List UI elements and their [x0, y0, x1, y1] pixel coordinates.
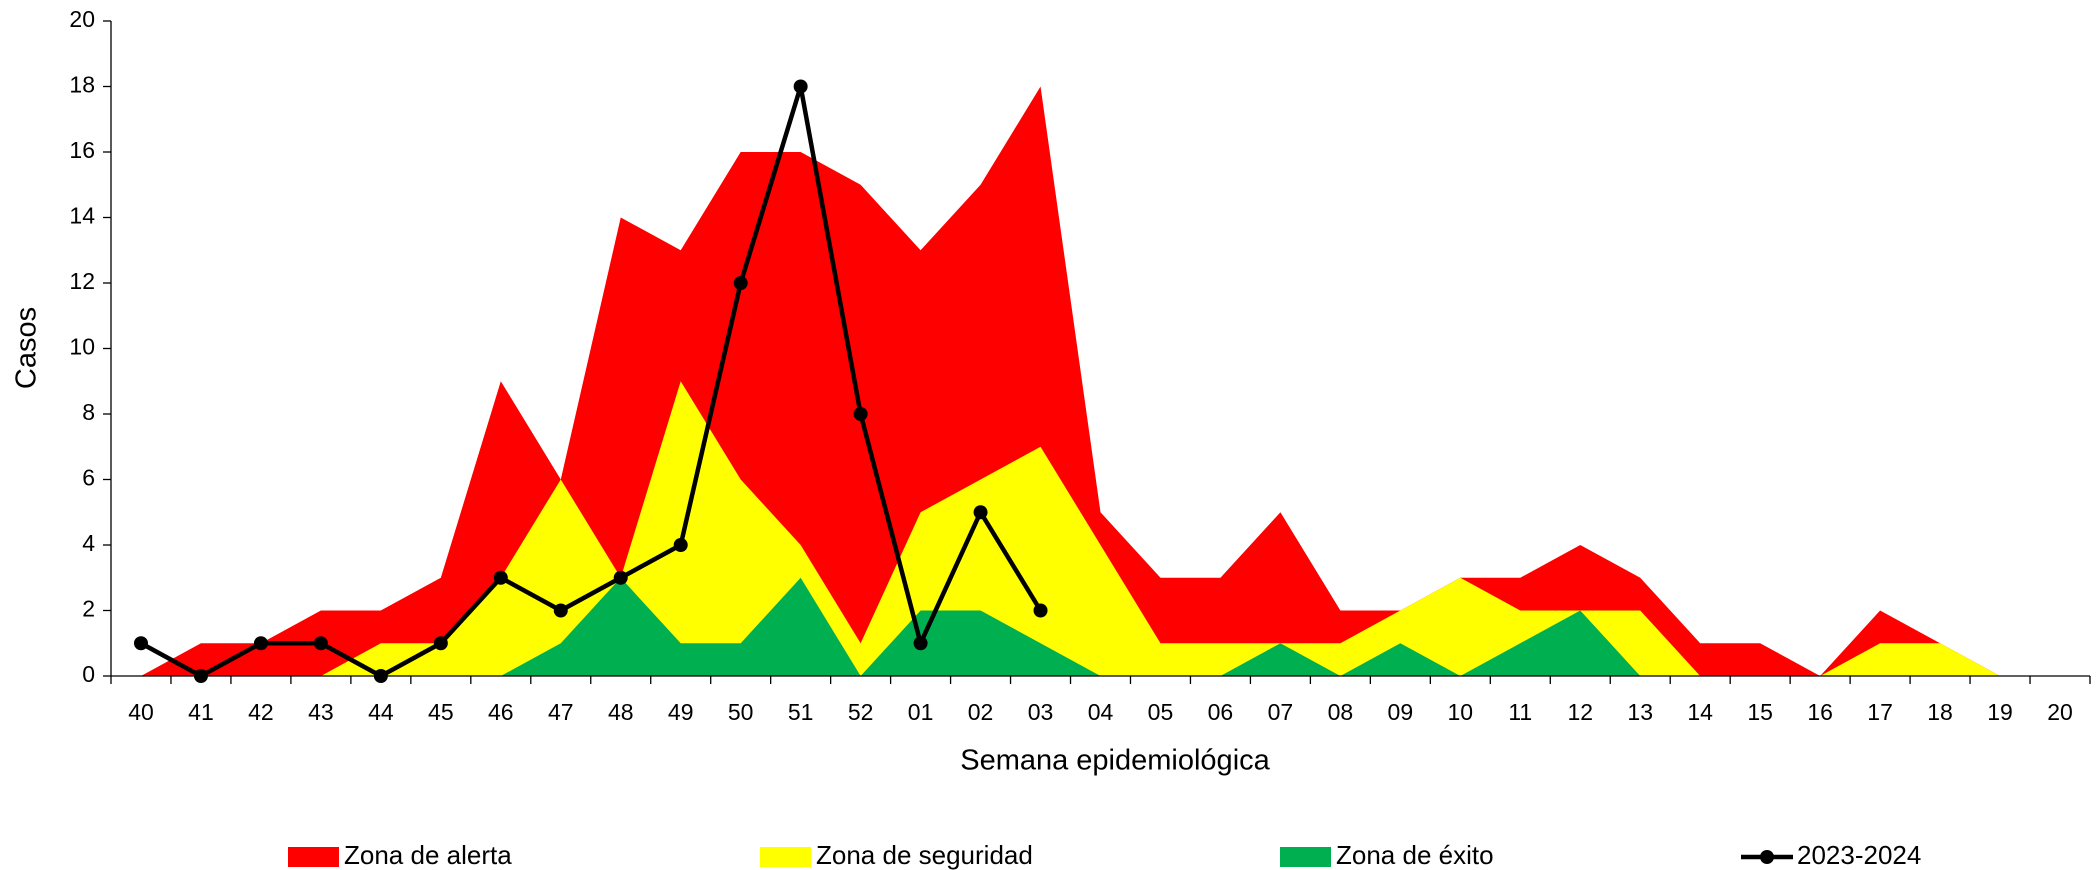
x-tick-label: 05 — [1148, 699, 1174, 725]
x-tick-label: 09 — [1388, 699, 1414, 725]
area — [140, 86, 2061, 676]
x-tick-label: 50 — [728, 699, 754, 725]
x-tick-label: 46 — [488, 699, 514, 725]
legend-swatch — [1280, 847, 1331, 867]
line-marker — [433, 636, 448, 651]
x-tick-label: 08 — [1328, 699, 1354, 725]
x-tick-label: 48 — [608, 699, 634, 725]
area — [140, 577, 2061, 676]
x-tick-label: 20 — [2047, 699, 2073, 725]
legend-item: Zona de éxito — [1280, 840, 1494, 870]
line-marker — [973, 505, 988, 520]
line-marker — [253, 636, 268, 651]
x-tick-label: 45 — [428, 699, 454, 725]
x-tick-label: 42 — [248, 699, 274, 725]
line-marker — [1033, 603, 1048, 618]
x-tick-label: 14 — [1687, 699, 1713, 725]
x-tick-label: 06 — [1208, 699, 1234, 725]
x-tick-label: 16 — [1807, 699, 1833, 725]
x-tick-label: 13 — [1627, 699, 1653, 725]
y-tick-label: 4 — [82, 530, 95, 556]
x-tick-label: 03 — [1028, 699, 1054, 725]
y-tick-label: 6 — [82, 465, 95, 491]
x-tick-label: 11 — [1508, 699, 1532, 725]
x-tick-label: 19 — [1987, 699, 2013, 725]
legend-text: Zona de éxito — [1336, 840, 1494, 870]
x-tick-label: 18 — [1927, 699, 1953, 725]
y-tick-label: 20 — [69, 6, 95, 32]
legend-item: Zona de seguridad — [760, 840, 1033, 870]
x-tick-label: 07 — [1268, 699, 1294, 725]
line-marker — [373, 669, 388, 683]
x-tick-label: 44 — [368, 699, 394, 725]
line-marker — [673, 538, 688, 552]
x-tick-label: 04 — [1088, 699, 1114, 725]
x-tick-label: 17 — [1867, 699, 1893, 725]
line-marker — [493, 570, 508, 585]
y-tick-label: 2 — [82, 596, 95, 622]
y-tick-label: 8 — [82, 399, 95, 425]
y-tick-label: 18 — [69, 72, 95, 98]
x-tick-label: 01 — [908, 699, 934, 725]
x-tick-label: 47 — [548, 699, 574, 725]
line-marker — [193, 669, 208, 683]
x-axis-title: Semana epidemiológica — [960, 745, 1270, 777]
y-tick-label: 10 — [69, 334, 95, 360]
x-tick-label: 12 — [1567, 699, 1593, 725]
line-marker — [613, 570, 628, 585]
legend-item: Zona de alerta — [288, 840, 512, 870]
legend-item: 2023-2024 — [1741, 840, 1921, 870]
y-tick-label: 0 — [82, 661, 95, 687]
x-tick-label: 40 — [128, 699, 154, 725]
legend-text: 2023-2024 — [1797, 840, 1921, 870]
line — [139, 84, 1043, 679]
legend-swatch — [288, 847, 339, 867]
x-tick-label: 43 — [308, 699, 334, 725]
line-marker — [733, 276, 748, 290]
line-marker — [913, 636, 928, 651]
x-tick-label: 10 — [1448, 699, 1474, 725]
legend-swatch-marker — [1760, 850, 1774, 864]
x-tick-label: 51 — [788, 699, 814, 725]
line-marker — [853, 407, 868, 421]
y-tick-label: 14 — [69, 203, 95, 229]
line-marker — [793, 79, 808, 94]
line-marker — [313, 636, 328, 651]
y-axis-title: Casos — [11, 307, 43, 389]
x-tick-label: 02 — [968, 699, 994, 725]
line-marker — [553, 603, 568, 618]
x-tick-label: 15 — [1747, 699, 1773, 725]
x-tick-label: 41 — [188, 699, 214, 725]
line-marker — [133, 636, 148, 651]
x-tick-label: 49 — [668, 699, 694, 725]
x-tick-label: 52 — [848, 699, 874, 725]
legend-swatch — [760, 847, 811, 867]
y-tick-label: 12 — [69, 268, 95, 294]
legend-text: Zona de alerta — [344, 840, 512, 870]
legend-text: Zona de seguridad — [816, 840, 1033, 870]
y-tick-label: 16 — [69, 137, 95, 163]
